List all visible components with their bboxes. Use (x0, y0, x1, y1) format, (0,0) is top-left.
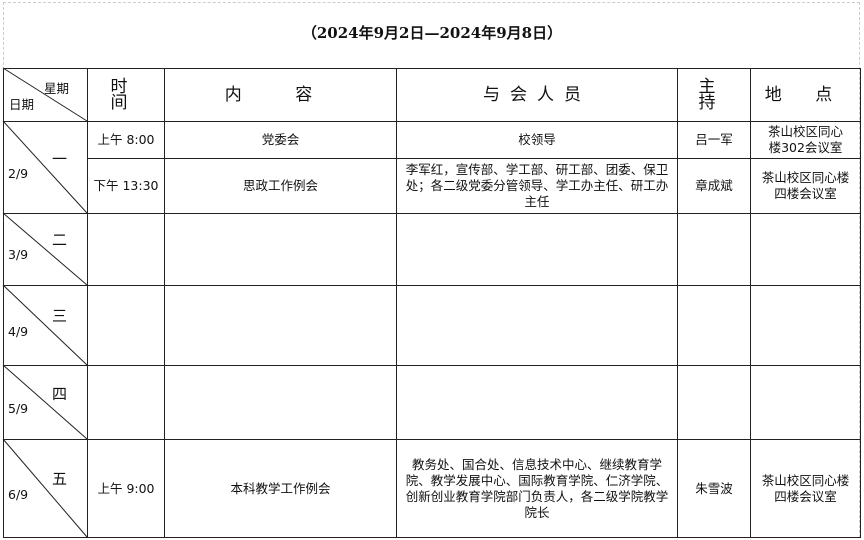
diagonal-line (2, 438, 88, 538)
diagonal-line (2, 67, 88, 122)
page-title: （2024年9月2日—2024年9月8日） (301, 24, 563, 42)
diagonal-line (2, 120, 88, 214)
day-weekday: 一 (52, 150, 68, 168)
day-date: 4/9 (8, 324, 29, 339)
header-weekday: 星期 (44, 81, 70, 96)
day-date: 5/9 (8, 401, 29, 416)
event-location: 茶山校区同心楼四楼会议室 (750, 158, 861, 214)
diagonal-line (2, 364, 88, 440)
event-attendees: 教务处、国合处、信息技术中心、继续教育学院、教学发展中心、国际教育学院、仁济学院… (396, 439, 678, 538)
day-date: 3/9 (8, 247, 29, 262)
diagonal-line (2, 284, 88, 366)
header-date: 日期 (9, 97, 35, 112)
event-attendees: 李军红，宣传部、学工部、研工部、团委、保卫处；各二级党委分管领导、学工办主任、研… (396, 158, 678, 214)
day-weekday: 二 (52, 231, 68, 249)
day-date: 2/9 (8, 166, 29, 181)
diagonal-line (2, 212, 88, 286)
day-weekday: 五 (52, 470, 68, 488)
event-location: 茶山校区同心楼302会议室 (750, 121, 861, 159)
event-location: 茶山校区同心楼四楼会议室 (750, 439, 861, 538)
day-date: 6/9 (8, 487, 29, 502)
day-weekday: 三 (52, 307, 68, 325)
day-weekday: 四 (52, 385, 68, 403)
